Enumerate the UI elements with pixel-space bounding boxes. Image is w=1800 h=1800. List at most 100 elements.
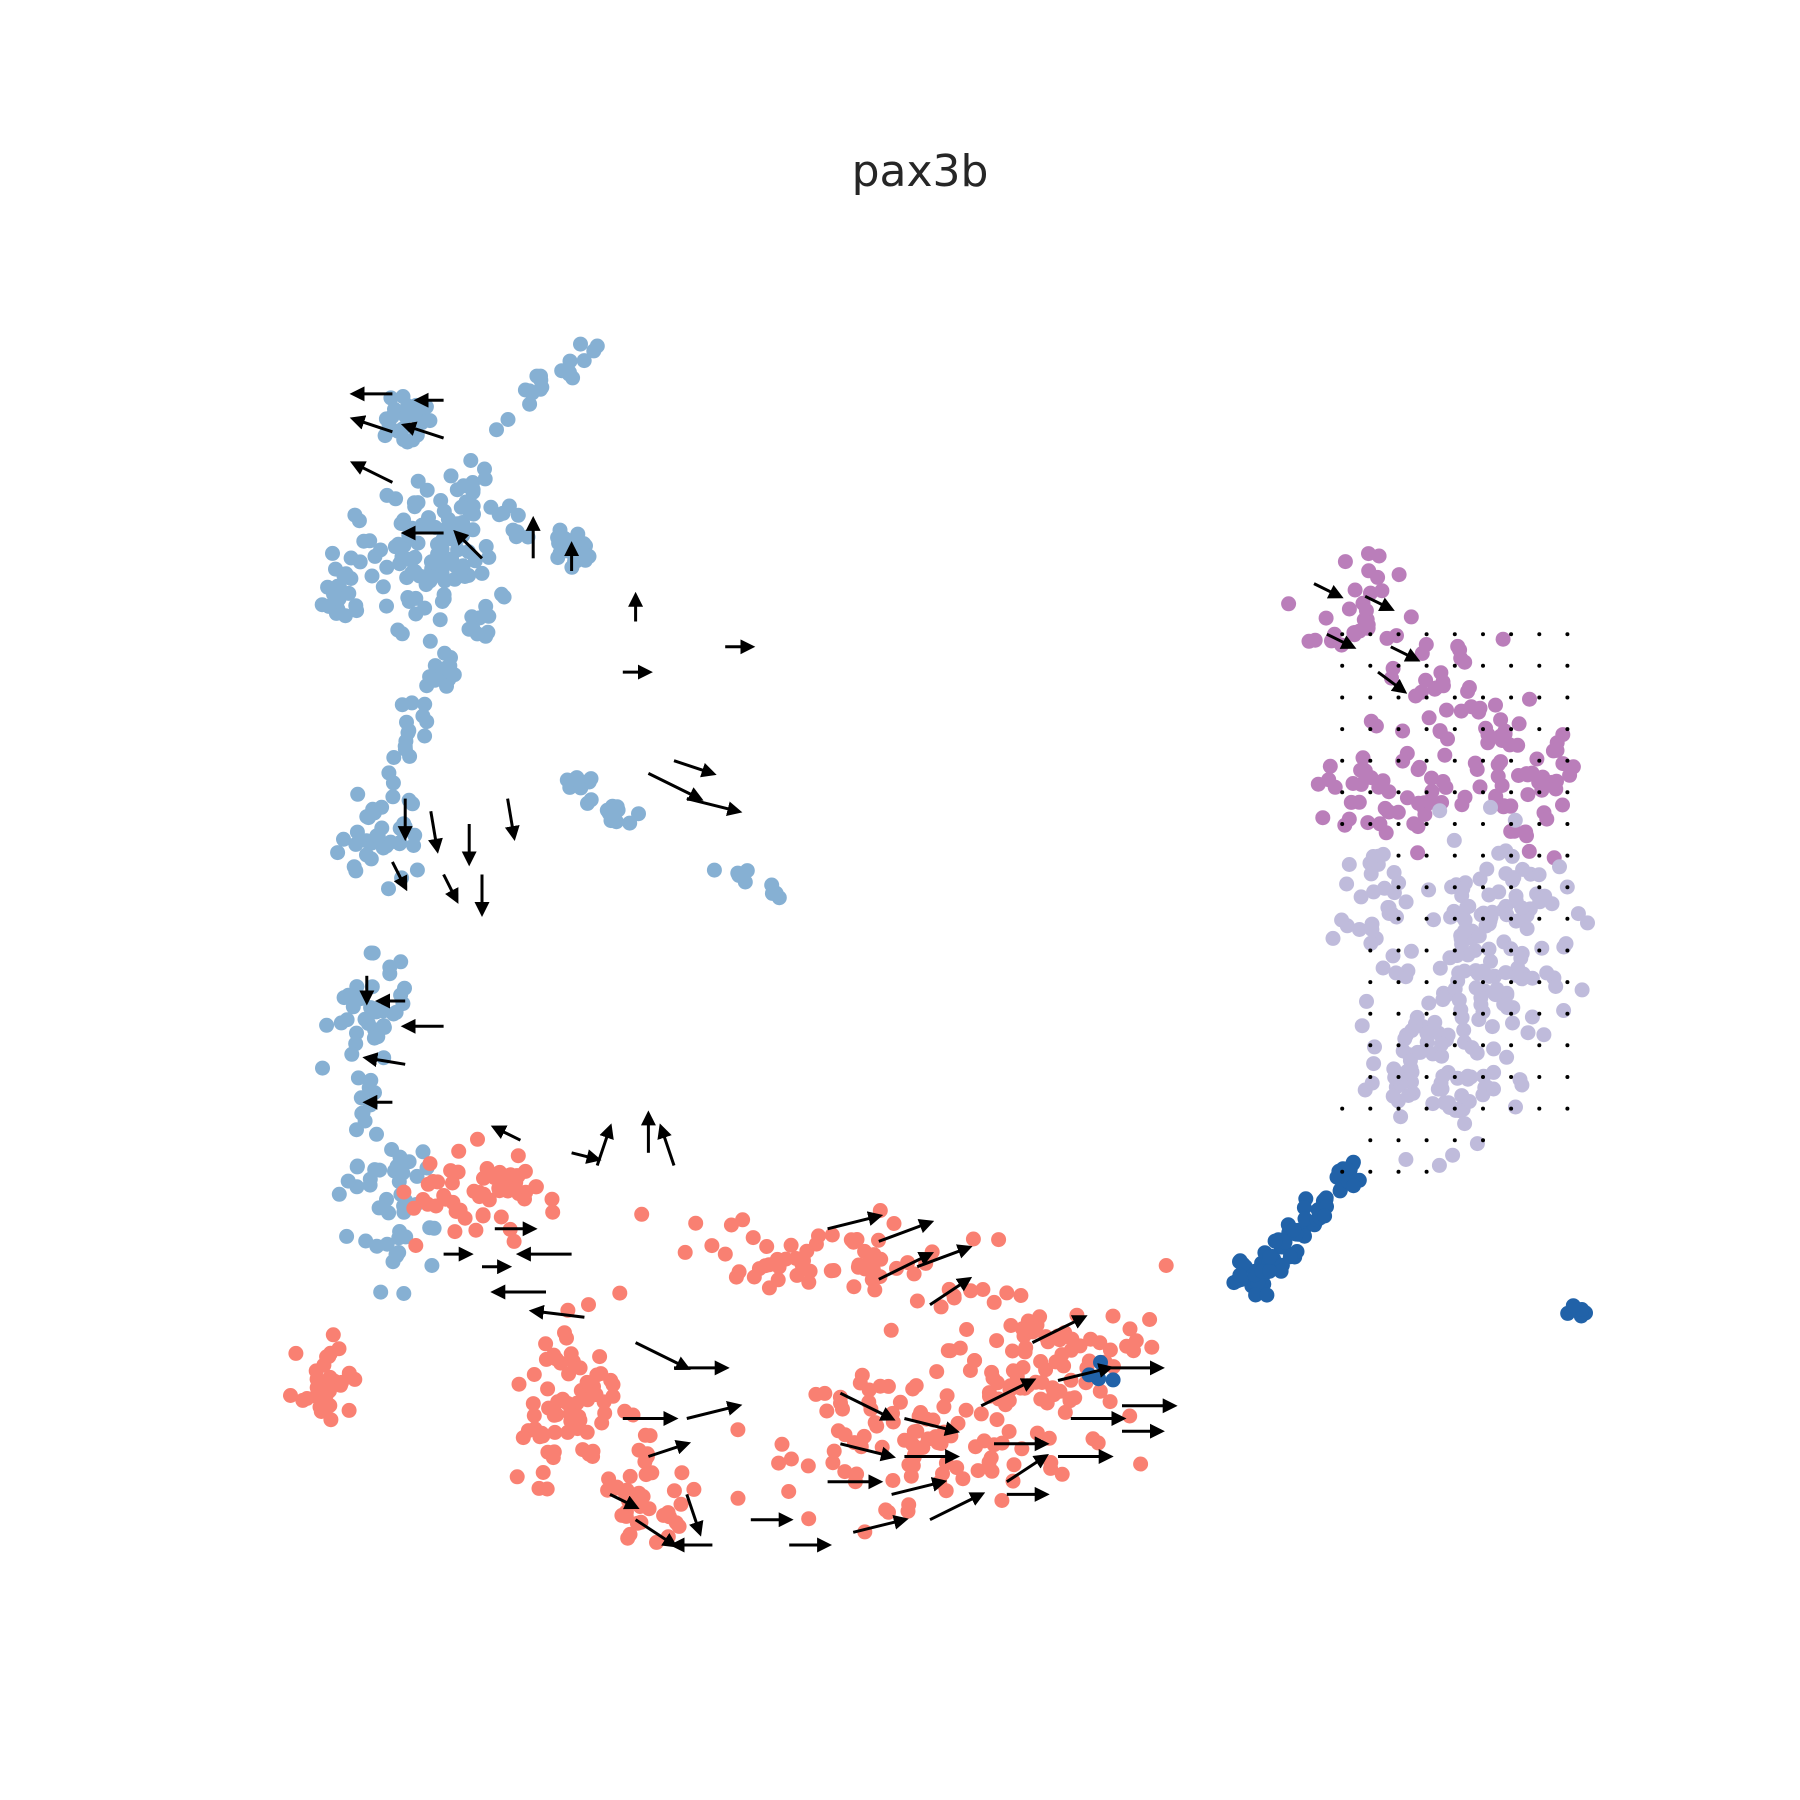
grid-dot: [1481, 980, 1485, 985]
data-point: [660, 1505, 676, 1521]
velocity-arrow: [609, 1493, 640, 1510]
data-point: [1438, 779, 1454, 795]
data-point: [1128, 1333, 1144, 1349]
data-point: [1451, 992, 1467, 1008]
data-point: [1520, 767, 1536, 783]
data-point: [846, 1279, 862, 1295]
data-point: [892, 1394, 908, 1410]
data-point: [349, 1122, 364, 1138]
data-point: [1375, 846, 1391, 862]
grid-dot: [1424, 1169, 1429, 1174]
data-point: [1067, 1390, 1083, 1406]
data-point: [417, 696, 433, 712]
data-point: [1391, 567, 1407, 583]
data-point: [433, 493, 449, 508]
velocity-arrow: [349, 461, 394, 484]
grid-dot: [1368, 663, 1373, 668]
grid-dot: [1396, 1075, 1401, 1079]
cluster-cluster-4: [1325, 799, 1595, 1173]
grid-dot: [1481, 916, 1485, 921]
data-point: [1351, 922, 1367, 937]
grid-dot: [1481, 1075, 1485, 1079]
data-point: [1414, 645, 1430, 661]
data-point: [1064, 1331, 1080, 1347]
data-point: [344, 1046, 360, 1062]
data-point: [583, 792, 599, 808]
data-point: [1122, 1321, 1138, 1337]
data-point: [334, 1374, 350, 1390]
data-point: [508, 529, 524, 545]
data-point: [1520, 1025, 1536, 1041]
data-point: [1444, 879, 1460, 895]
data-point: [385, 789, 401, 805]
data-point: [745, 1230, 761, 1246]
data-point: [589, 1367, 605, 1383]
data-point: [538, 1336, 554, 1352]
data-point: [1480, 727, 1496, 743]
data-point: [406, 1200, 422, 1216]
data-point: [1355, 750, 1371, 766]
data-point: [878, 1502, 894, 1518]
data-point: [295, 1392, 311, 1408]
data-point: [409, 862, 425, 878]
data-point: [390, 622, 406, 638]
chart-title: pax3b: [851, 146, 989, 197]
data-point: [900, 1503, 916, 1519]
velocity-arrow: [349, 415, 393, 434]
data-point: [673, 1496, 689, 1512]
data-point: [325, 1327, 341, 1343]
data-point: [967, 1353, 983, 1369]
data-point: [476, 1186, 492, 1202]
grid-dot: [1424, 695, 1429, 700]
data-point: [1315, 810, 1331, 826]
data-point: [1457, 912, 1473, 928]
data-point: [1398, 894, 1414, 910]
data-point: [341, 585, 357, 601]
data-point: [446, 667, 462, 683]
data-point: [1102, 1342, 1118, 1358]
data-point: [475, 1207, 491, 1223]
data-point: [1471, 928, 1487, 944]
data-point: [506, 1233, 522, 1249]
data-point: [1498, 965, 1514, 981]
data-point: [736, 866, 752, 881]
grid-dot: [1396, 822, 1401, 826]
velocity-arrow: [980, 1378, 1037, 1408]
data-point: [349, 1159, 365, 1175]
velocity-arrow: [685, 1493, 704, 1537]
data-point: [1005, 1343, 1020, 1359]
grid-dot: [1452, 1075, 1457, 1079]
data-point: [989, 1412, 1005, 1428]
grid-dot: [1452, 822, 1457, 826]
data-point: [572, 1412, 588, 1428]
data-point: [455, 515, 471, 530]
data-point: [510, 507, 526, 523]
data-point: [1296, 1200, 1312, 1216]
grid-dot: [1509, 727, 1514, 732]
data-point: [826, 1443, 842, 1459]
data-point: [1354, 1018, 1370, 1034]
data-point: [1158, 1258, 1174, 1273]
data-point: [1494, 778, 1510, 793]
data-point: [373, 1284, 389, 1300]
grid-dot: [1452, 1138, 1457, 1143]
data-point: [1580, 915, 1595, 931]
data-point: [510, 1168, 526, 1184]
data-point: [370, 828, 386, 844]
data-point: [1425, 1096, 1441, 1112]
data-point: [728, 1269, 744, 1285]
data-point: [1317, 1208, 1333, 1224]
data-point: [1461, 680, 1477, 695]
data-point: [1521, 843, 1537, 859]
velocity-arrow: [1057, 1363, 1114, 1382]
data-point: [906, 1266, 922, 1282]
data-point: [1499, 1049, 1515, 1065]
grid-dot: [1396, 1138, 1401, 1143]
data-point: [1374, 583, 1390, 599]
grid-dot: [1424, 822, 1429, 826]
grid-dot: [1537, 1043, 1542, 1048]
grid-dot: [1452, 885, 1457, 890]
data-point: [583, 771, 599, 787]
grid-dot: [1368, 1106, 1373, 1111]
cluster-cluster-3: [1281, 546, 1581, 866]
